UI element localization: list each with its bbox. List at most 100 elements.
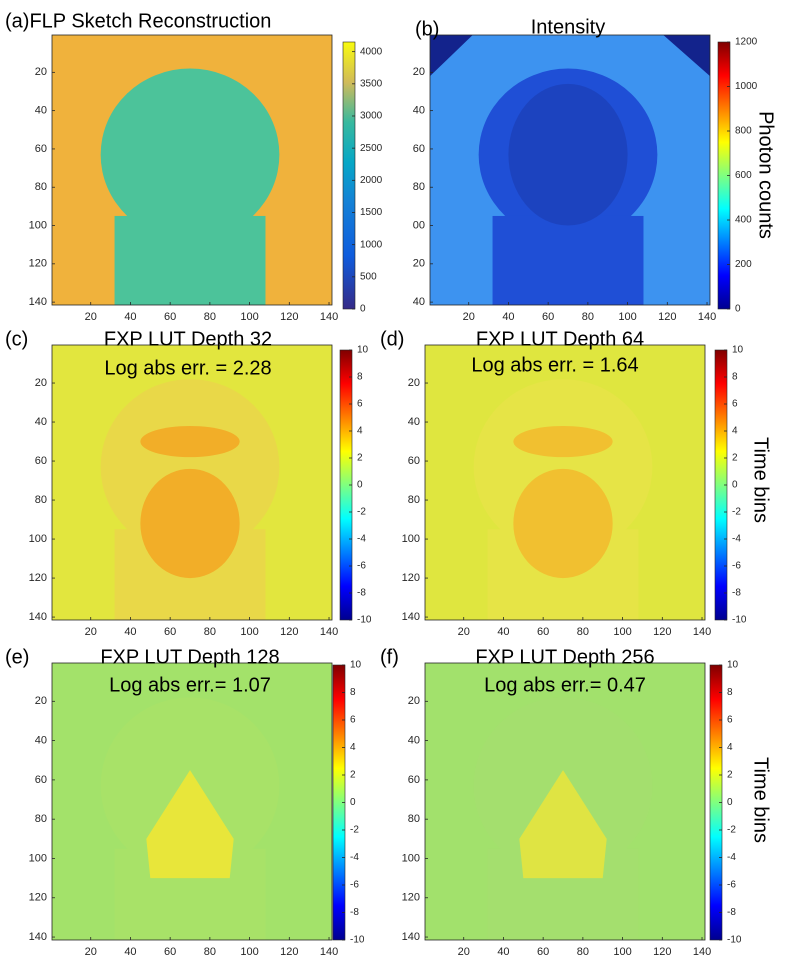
axes-frame — [51, 344, 333, 621]
colorbar-tick-label: 10 — [732, 345, 744, 356]
colorbar-tick-label: 0 — [735, 304, 741, 315]
y-tick-label: 80 — [413, 181, 425, 193]
x-tick-label: 80 — [577, 946, 589, 958]
x-tick-label: 60 — [537, 626, 549, 638]
colorbar-tick-label: 6 — [357, 399, 363, 410]
x-tick-label: 80 — [577, 626, 589, 638]
x-tick-label: 60 — [537, 946, 549, 958]
x-tick-label: 80 — [204, 311, 216, 323]
x-tick-label: 20 — [463, 311, 475, 323]
colorbar-tick-label: 0 — [357, 480, 363, 491]
colorbar-tick-label: 8 — [732, 372, 738, 383]
y-tick-label: 100 — [29, 533, 47, 545]
colorbar-tick-label: 500 — [360, 271, 377, 282]
y-tick-label: 60 — [408, 455, 420, 467]
colorbar-tick-label: 800 — [735, 126, 752, 137]
y-tick-label: 100 — [402, 852, 420, 864]
x-tick-label: 140 — [320, 626, 338, 638]
heatmap-face — [508, 83, 628, 226]
y-tick-label: 60 — [35, 143, 47, 155]
y-tick-label: 40 — [35, 105, 47, 117]
annotation: Log abs err. = 2.28 — [104, 357, 271, 379]
x-tick-label: 40 — [124, 311, 136, 323]
colorbar-label: Time bins — [750, 757, 772, 843]
heatmap-corner — [663, 35, 710, 77]
colorbar-tick-label: -8 — [350, 907, 359, 918]
x-tick-label: 40 — [124, 946, 136, 958]
panel-label: (e) — [5, 646, 29, 668]
y-tick-label: 80 — [408, 494, 420, 506]
colorbar-tick-label: 2000 — [360, 175, 383, 186]
x-tick-label: 120 — [653, 946, 671, 958]
colorbar-tick-label: 1000 — [360, 239, 383, 250]
colorbar-label: Time bins — [750, 437, 772, 523]
x-tick-label: 20 — [458, 626, 470, 638]
heatmap-region — [513, 468, 613, 579]
x-tick-label: 40 — [502, 311, 514, 323]
y-tick-label: 120 — [29, 572, 47, 584]
colorbar-tick-label: -4 — [727, 852, 736, 863]
colorbar-tick-label: 8 — [727, 687, 733, 698]
x-tick-label: 120 — [280, 626, 298, 638]
annotation: Log abs err. = 1.64 — [471, 354, 638, 376]
y-tick-label: 120 — [29, 258, 47, 270]
panel-title: FXP LUT Depth 256 — [475, 646, 654, 668]
colorbar-tick-label: 10 — [357, 345, 369, 356]
x-tick-label: 80 — [204, 946, 216, 958]
y-tick-label: 100 — [402, 533, 420, 545]
colorbar-tick-label: 1500 — [360, 207, 383, 218]
x-tick-label: 40 — [497, 946, 509, 958]
colorbar — [342, 41, 356, 310]
x-tick-label: 80 — [204, 626, 216, 638]
y-tick-label: 40 — [35, 416, 47, 428]
x-tick-label: 100 — [240, 311, 258, 323]
y-tick-label: 20 — [408, 377, 420, 389]
colorbar-tick-label: 2 — [357, 453, 363, 464]
panel-label: (f) — [380, 646, 399, 668]
colorbar-tick-label: -6 — [350, 880, 359, 891]
x-tick-label: 60 — [542, 311, 554, 323]
colorbar-tick-label: -2 — [357, 507, 366, 518]
x-tick-label: 100 — [613, 626, 631, 638]
colorbar-tick-label: 0 — [350, 797, 356, 808]
x-tick-label: 140 — [320, 946, 338, 958]
colorbar-tick-label: 2 — [350, 770, 356, 781]
y-tick-label: 120 — [29, 892, 47, 904]
colorbar-tick-label: -6 — [732, 561, 741, 572]
colorbar-tick-label: 8 — [350, 687, 356, 698]
colorbar-tick-label: 3500 — [360, 78, 383, 89]
y-tick-label: 40 — [408, 416, 420, 428]
y-tick-label: 00 — [413, 219, 425, 231]
y-tick-label: 60 — [35, 455, 47, 467]
colorbar-tick-label: 600 — [735, 170, 752, 181]
colorbar-tick-label: -10 — [350, 935, 365, 946]
colorbar-tick-label: 0 — [732, 480, 738, 491]
colorbar-tick-label: 4 — [727, 742, 733, 753]
y-tick-label: 100 — [29, 852, 47, 864]
colorbar-tick-label: -6 — [357, 561, 366, 572]
heatmap-corner — [430, 35, 473, 77]
axes-frame — [424, 662, 706, 941]
panel-title: Intensity — [531, 16, 605, 38]
colorbar-label: Photon counts — [755, 111, 777, 239]
heatmap-head — [100, 68, 280, 241]
y-tick-label: 60 — [35, 774, 47, 786]
x-tick-label: 20 — [85, 311, 97, 323]
colorbar-tick-label: 8 — [357, 372, 363, 383]
x-tick-label: 40 — [497, 626, 509, 638]
colorbar-tick-label: -10 — [732, 615, 747, 626]
heatmap-region — [513, 425, 613, 458]
x-tick-label: 100 — [613, 946, 631, 958]
y-tick-label: 120 — [402, 572, 420, 584]
x-tick-label: 20 — [85, 946, 97, 958]
y-tick-label: 140 — [402, 931, 420, 943]
colorbar-tick-label: -8 — [727, 907, 736, 918]
colorbar-tick-label: 10 — [727, 660, 739, 671]
colorbar-tick-label: -4 — [350, 852, 359, 863]
x-tick-label: 100 — [240, 946, 258, 958]
panel-label: (b) — [415, 18, 439, 40]
panel-title: FXP LUT Depth 128 — [100, 646, 279, 668]
x-tick-label: 120 — [280, 311, 298, 323]
colorbar-tick-label: 10 — [350, 660, 362, 671]
